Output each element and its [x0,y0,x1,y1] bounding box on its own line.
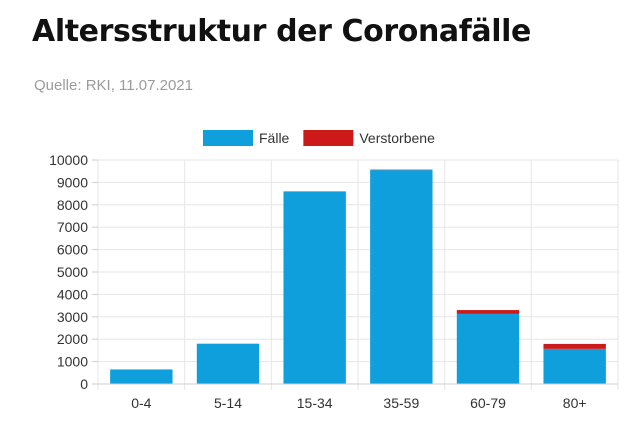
bar-verstorbene-60-79 [456,310,520,314]
y-tick-label: 3000 [57,309,88,325]
y-tick-label: 4000 [57,286,88,302]
x-tick-label: 60-79 [470,395,506,411]
y-tick-label: 6000 [57,242,88,258]
bar-faelle-60-79 [456,313,520,384]
x-tick-label: 15-34 [297,395,333,411]
bar-faelle-0-4 [110,369,173,384]
chart-source: Quelle: RKI, 11.07.2021 [34,77,193,94]
x-tick-label: 35-59 [383,395,419,411]
y-tick-label: 8000 [57,197,88,213]
legend-swatch-faelle [203,130,253,146]
y-tick-label: 9000 [57,174,88,190]
x-axis: 0-4 5-14 15-34 35-59 60-79 80+ [98,383,618,411]
x-tick-label: 80+ [563,395,587,411]
bar-faelle-80+ [543,348,606,384]
bar-faelle-5-14 [196,343,260,384]
legend-label: Fälle [259,130,290,146]
legend-label: Verstorbene [359,130,435,146]
y-tick-label: 1000 [57,354,88,370]
x-tick-label: 0-4 [131,395,151,411]
bar-faelle-35-59 [370,170,433,384]
y-tick-label: 10000 [49,152,88,168]
bar-faelle-15-34 [283,191,346,384]
x-tick-label: 5-14 [214,395,242,411]
y-axis: 0 1000 2000 3000 4000 5000 6000 7000 8000 9000 100… [49,152,98,392]
bar-verstorbene-80+ [543,343,606,349]
legend-swatch-verstorbene [303,130,354,146]
y-tick-label: 2000 [57,331,88,347]
chart-title: Altersstruktur der Coronafälle [32,14,531,49]
y-tick-label: 7000 [57,219,88,235]
bars [110,169,606,384]
chart-grid [97,159,619,390]
y-tick-label: 0 [80,376,88,392]
chart-legend: Fälle Verstorbene [203,130,435,146]
y-tick-label: 5000 [57,264,88,280]
